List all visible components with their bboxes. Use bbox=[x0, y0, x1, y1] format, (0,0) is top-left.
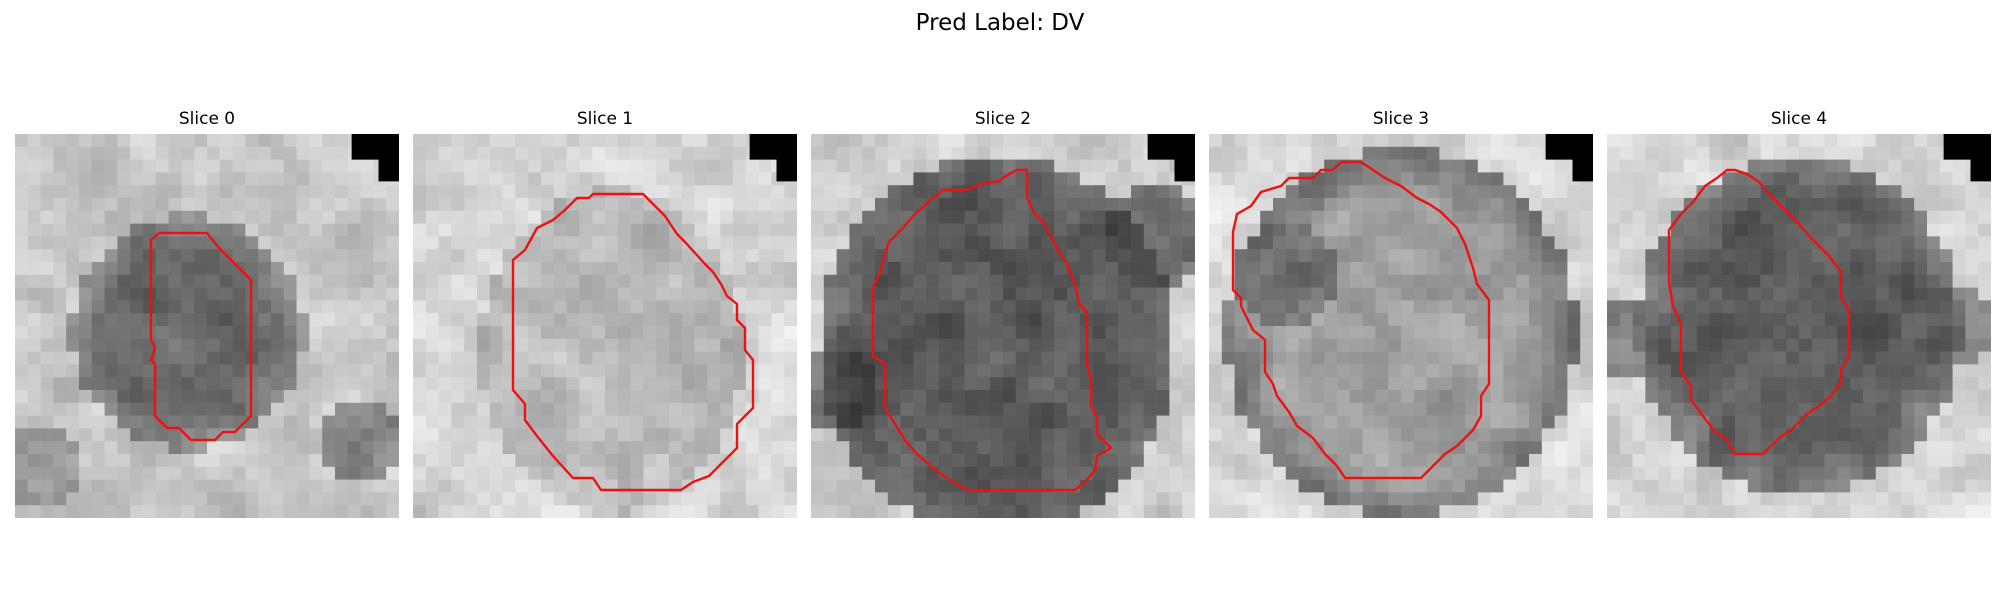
corner-block bbox=[1943, 134, 1991, 182]
slice-image bbox=[15, 134, 399, 518]
segmentation-contour bbox=[511, 192, 755, 492]
panel-slice-3: Slice 3 bbox=[1209, 108, 1593, 520]
slice-texture bbox=[1209, 134, 1593, 518]
slice-image bbox=[1209, 134, 1593, 518]
panel-title: Slice 3 bbox=[1372, 109, 1430, 129]
panel-slice-4: Slice 4 bbox=[1607, 108, 1991, 520]
slice-texture bbox=[15, 134, 399, 518]
figure-title: Pred Label: DV bbox=[915, 10, 1085, 36]
slice-texture bbox=[811, 134, 1195, 518]
corner-block bbox=[351, 134, 399, 182]
corner-block bbox=[1545, 134, 1593, 182]
segmentation-contour bbox=[149, 231, 253, 442]
panel-title: Slice 4 bbox=[1770, 109, 1828, 129]
corner-block bbox=[1147, 134, 1195, 182]
panel-slice-1: Slice 1 bbox=[413, 108, 797, 520]
panel-slice-0: Slice 0 bbox=[15, 108, 399, 520]
panel-title: Slice 0 bbox=[178, 109, 236, 129]
corner-block bbox=[749, 134, 797, 182]
slice-texture bbox=[1607, 134, 1991, 518]
slice-image bbox=[1607, 134, 1991, 518]
slice-texture bbox=[413, 134, 797, 518]
slice-image bbox=[811, 134, 1195, 518]
segmentation-contour bbox=[1667, 168, 1851, 456]
panel-title: Slice 2 bbox=[974, 109, 1032, 129]
slice-image bbox=[413, 134, 797, 518]
panel-title: Slice 1 bbox=[576, 109, 634, 129]
panel-slice-2: Slice 2 bbox=[811, 108, 1195, 520]
segmentation-contour bbox=[871, 168, 1113, 492]
segmentation-contour bbox=[1231, 160, 1491, 480]
